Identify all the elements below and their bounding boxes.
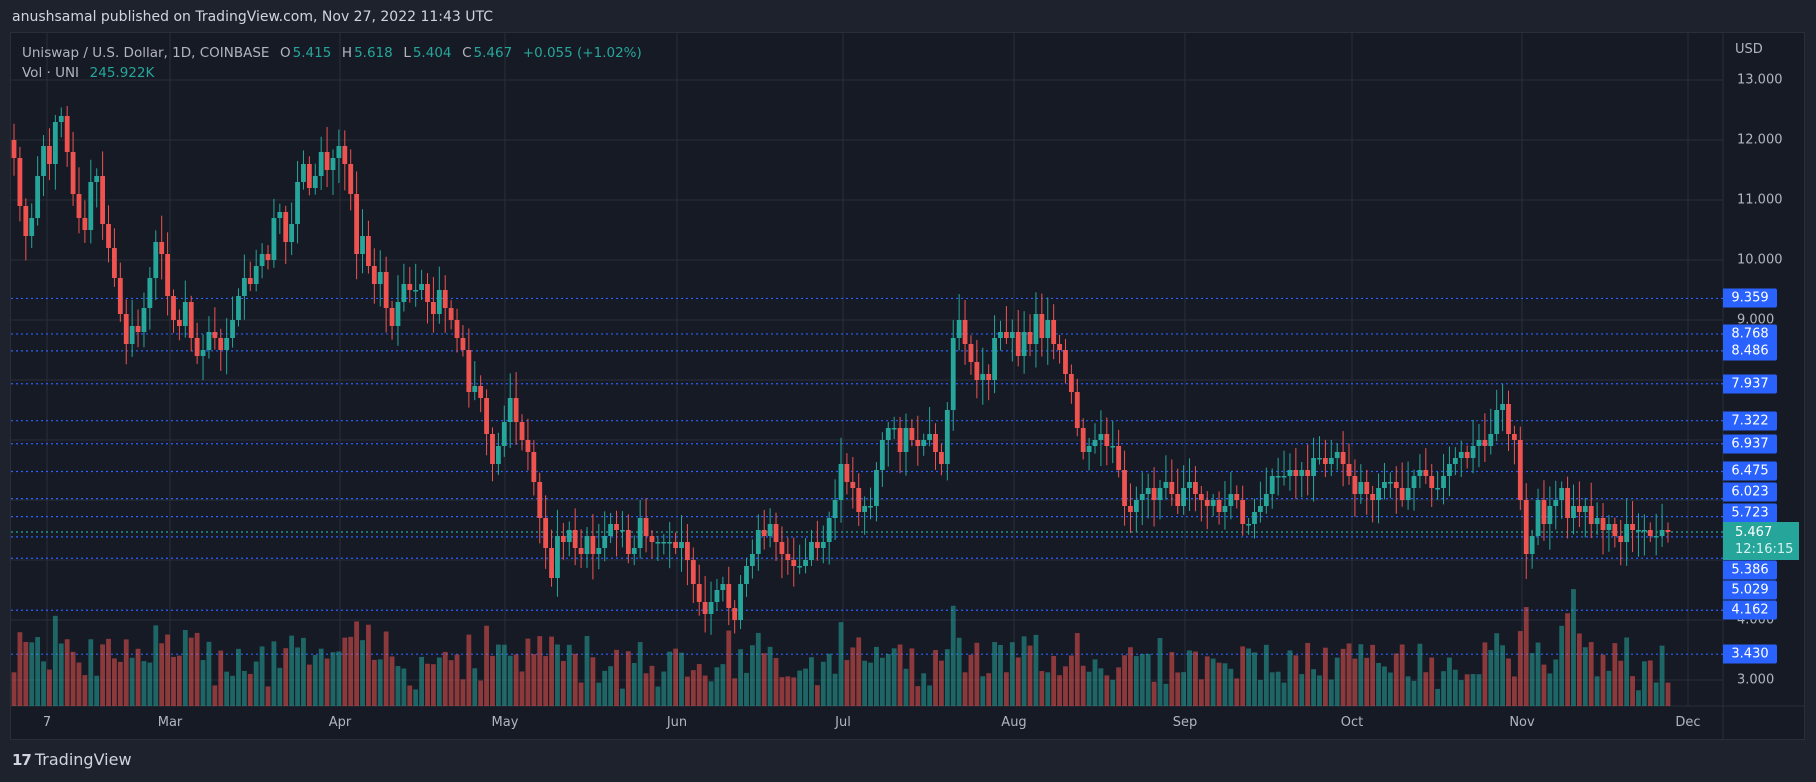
current-price-label: 5.467 12:16:15 [1723,522,1799,560]
open-value: 5.415 [292,45,332,61]
time-tick: Nov [1509,715,1535,730]
level-label: 6.937 [1723,434,1777,454]
time-tick: Apr [328,715,352,730]
level-label: 7.937 [1723,374,1777,394]
tradingview-footer[interactable]: 17 TradingView [12,750,132,769]
currency-label: USD [1735,42,1763,57]
change-value: +0.055 (+1.02%) [522,45,642,61]
level-label: 5.723 [1723,503,1777,523]
time-tick: May [491,715,519,730]
level-label: 5.029 [1723,580,1777,600]
chart-frame[interactable] [10,32,1805,740]
level-label: 7.322 [1723,411,1777,431]
level-label: 8.486 [1723,341,1777,361]
published-caption: anushsamal published on TradingView.com,… [12,9,494,25]
level-label: 3.430 [1723,644,1777,664]
close-label: C [462,45,472,61]
level-label: 9.359 [1723,288,1777,308]
price-tick: 11.000 [1737,192,1783,208]
time-tick: Aug [1001,715,1027,730]
time-tick: Mar [157,715,183,730]
time-tick: Jul [835,715,851,730]
high-value: 5.618 [354,45,393,61]
high-label: H [341,45,353,61]
volume-value: 245.922K [89,65,155,81]
level-label: 6.475 [1723,461,1777,481]
price-tick: 13.000 [1737,72,1783,88]
current-price: 5.467 [1735,525,1773,540]
price-tick: 3.000 [1737,672,1775,688]
time-tick: 7 [42,715,52,730]
symbol-title[interactable]: Uniswap / U.S. Dollar, 1D, COINBASE [22,45,270,61]
time-tick: Sep [1172,715,1198,730]
price-tick: 10.000 [1737,252,1783,268]
low-label: L [403,45,411,61]
symbol-legend: Uniswap / U.S. Dollar, 1D, COINBASE O 5.4… [22,43,644,83]
price-tick: 12.000 [1737,132,1783,148]
close-value: 5.467 [473,45,513,61]
price-tick: 9.000 [1737,312,1775,328]
brand-name: TradingView [34,750,132,769]
open-label: O [280,45,291,61]
time-tick: Oct [1340,715,1364,730]
low-value: 5.404 [412,45,452,61]
level-label: 4.162 [1723,600,1777,620]
volume-label[interactable]: Vol · UNI [22,65,80,81]
level-label: 8.768 [1723,324,1777,344]
level-label: 6.023 [1723,482,1777,502]
time-tick: Jun [666,715,688,730]
time-tick: Dec [1675,715,1701,730]
tradingview-logo-icon: 17 [12,750,32,769]
bar-countdown: 12:16:15 [1735,542,1794,557]
level-label: 5.386 [1723,560,1777,580]
